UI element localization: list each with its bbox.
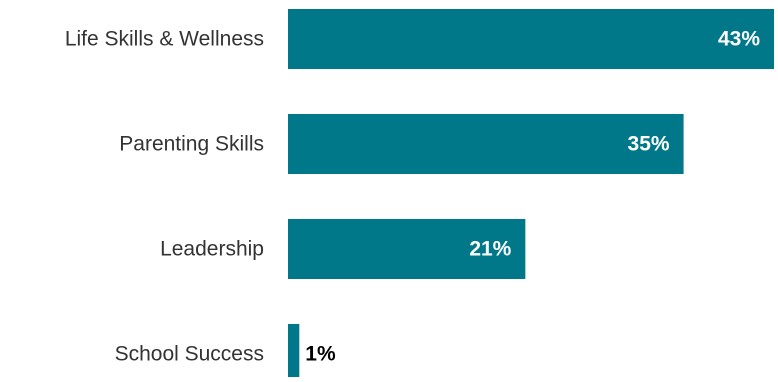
category-label-2: Leadership xyxy=(160,238,264,261)
bar-3 xyxy=(288,324,300,382)
category-label-3: School Success xyxy=(115,343,264,366)
data-label-0: 43% xyxy=(718,28,760,51)
data-label-1: 35% xyxy=(628,133,670,156)
bar-2 xyxy=(288,219,526,279)
bar-0 xyxy=(288,9,774,69)
bar-1 xyxy=(288,114,684,174)
data-label-2: 21% xyxy=(469,238,511,261)
category-label-0: Life Skills & Wellness xyxy=(65,28,264,51)
category-label-1: Parenting Skills xyxy=(119,133,264,156)
data-label-3: 1% xyxy=(305,343,336,366)
